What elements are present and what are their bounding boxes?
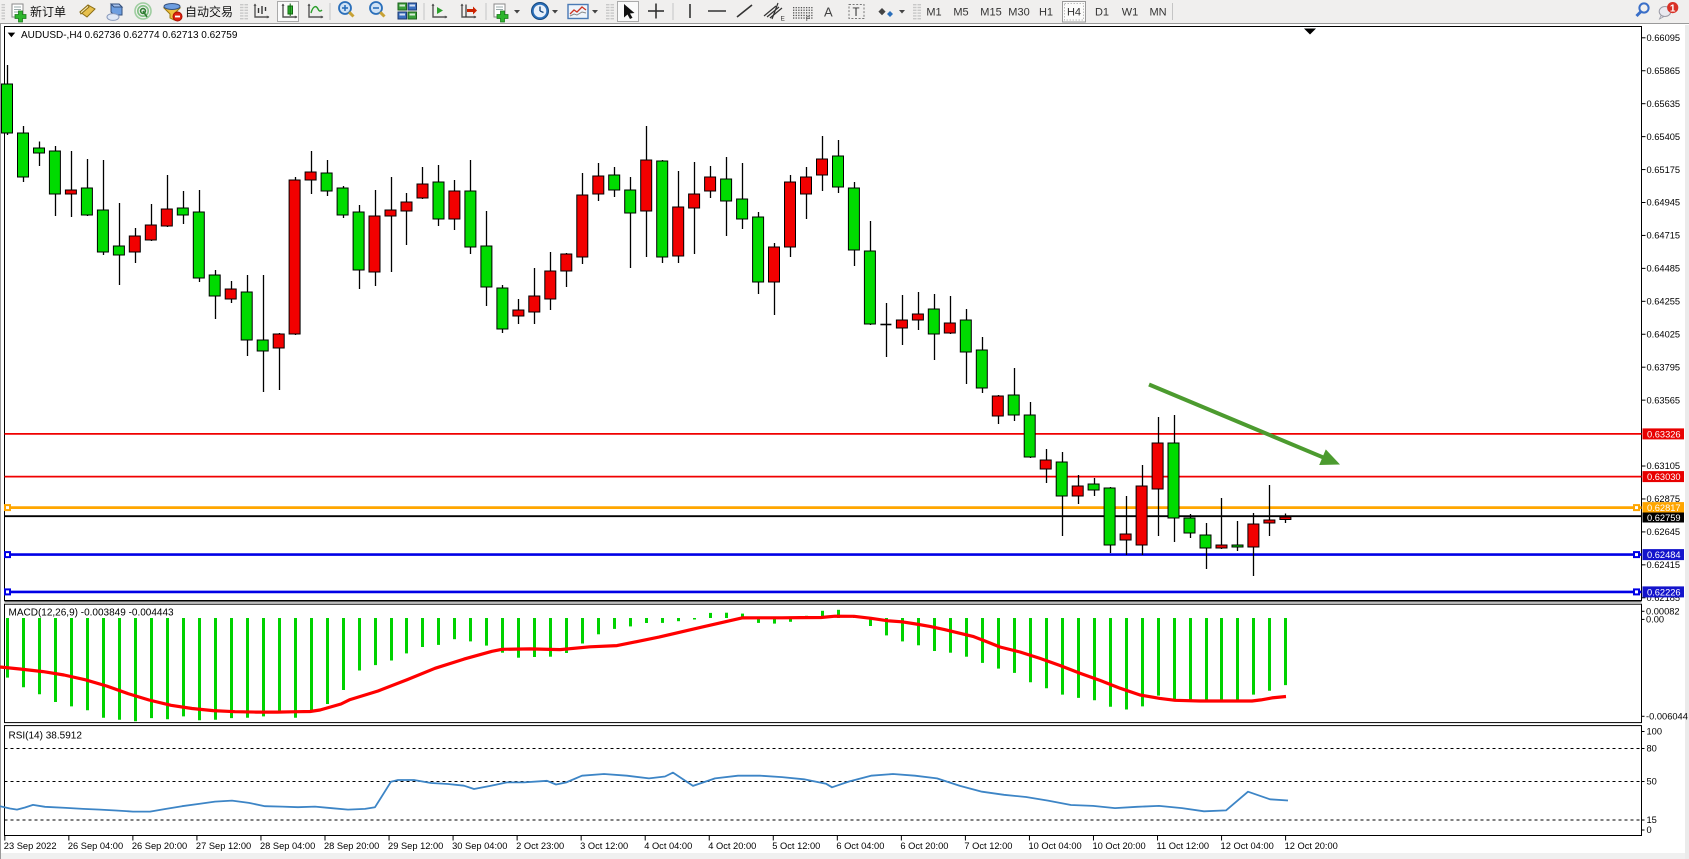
svg-text:M1: M1 [926, 7, 941, 19]
svg-text:7 Oct 12:00: 7 Oct 12:00 [964, 841, 1012, 851]
svg-text:50: 50 [1647, 777, 1657, 787]
svg-text:10 Oct 04:00: 10 Oct 04:00 [1028, 841, 1081, 851]
svg-text:W1: W1 [1122, 7, 1139, 19]
svg-text:26 Sep 04:00: 26 Sep 04:00 [68, 841, 123, 851]
svg-text:0.64255: 0.64255 [1647, 297, 1681, 307]
svg-text:MACD(12,26,9) -0.003849 -0.004: MACD(12,26,9) -0.003849 -0.004443 [9, 608, 175, 619]
svg-text:100: 100 [1647, 727, 1663, 737]
svg-text:0.66095: 0.66095 [1647, 33, 1681, 43]
svg-text:0.62185: 0.62185 [1647, 593, 1681, 603]
svg-text:26 Sep 20:00: 26 Sep 20:00 [132, 841, 187, 851]
svg-text:2 Oct 23:00: 2 Oct 23:00 [516, 841, 564, 851]
svg-text:6 Oct 20:00: 6 Oct 20:00 [900, 841, 948, 851]
svg-text:15: 15 [1647, 815, 1657, 825]
svg-text:T: T [853, 7, 860, 19]
svg-text:0.00082: 0.00082 [1646, 607, 1680, 617]
svg-text:M30: M30 [1008, 7, 1029, 19]
svg-text:新订单: 新订单 [30, 4, 66, 19]
svg-text:29 Sep 12:00: 29 Sep 12:00 [388, 841, 443, 851]
svg-text:D1: D1 [1095, 7, 1109, 19]
svg-text:0.64715: 0.64715 [1647, 231, 1681, 241]
svg-text:F: F [806, 16, 810, 23]
svg-text:0.62759: 0.62759 [1647, 513, 1681, 523]
svg-text:0.62817: 0.62817 [1647, 503, 1681, 513]
svg-text:H4: H4 [1067, 7, 1081, 19]
svg-text:0.63030: 0.63030 [1647, 472, 1681, 482]
svg-text:0.62645: 0.62645 [1647, 527, 1681, 537]
svg-text:-0.006044: -0.006044 [1646, 712, 1688, 722]
svg-text:27 Sep 12:00: 27 Sep 12:00 [196, 841, 251, 851]
svg-text:0.62875: 0.62875 [1647, 494, 1681, 504]
svg-text:0.62415: 0.62415 [1647, 560, 1681, 570]
svg-text:MN: MN [1149, 7, 1166, 19]
svg-text:12 Oct 04:00: 12 Oct 04:00 [1221, 841, 1274, 851]
svg-text:0.65635: 0.65635 [1647, 99, 1681, 109]
svg-text:30 Sep 04:00: 30 Sep 04:00 [452, 841, 507, 851]
svg-text:28 Sep 20:00: 28 Sep 20:00 [324, 841, 379, 851]
svg-text:12 Oct 20:00: 12 Oct 20:00 [1285, 841, 1338, 851]
svg-text:H1: H1 [1039, 7, 1053, 19]
svg-text:0: 0 [1647, 825, 1652, 835]
svg-text:0.64025: 0.64025 [1647, 329, 1681, 339]
svg-text:RSI(14) 38.5912: RSI(14) 38.5912 [9, 731, 83, 742]
svg-text:0.63565: 0.63565 [1647, 395, 1681, 405]
svg-text:0.65175: 0.65175 [1647, 165, 1681, 175]
svg-text:5 Oct 12:00: 5 Oct 12:00 [772, 841, 820, 851]
svg-text:0.65405: 0.65405 [1647, 132, 1681, 142]
svg-text:11 Oct 12:00: 11 Oct 12:00 [1157, 841, 1210, 851]
svg-text:E: E [781, 16, 786, 23]
svg-text:M15: M15 [980, 7, 1001, 19]
svg-text:0.62226: 0.62226 [1647, 587, 1681, 597]
svg-text:10 Oct 20:00: 10 Oct 20:00 [1092, 841, 1145, 851]
svg-text:3 Oct 12:00: 3 Oct 12:00 [580, 841, 628, 851]
svg-text:0.64945: 0.64945 [1647, 198, 1681, 208]
svg-text:AUDUSD-,H4: AUDUSD-,H4 [21, 30, 83, 41]
svg-text:M5: M5 [953, 7, 968, 19]
svg-text:1: 1 [1670, 3, 1676, 14]
svg-text:自动交易: 自动交易 [185, 4, 233, 19]
svg-text:0.65865: 0.65865 [1647, 66, 1681, 76]
svg-text:0.63795: 0.63795 [1647, 362, 1681, 372]
svg-text:0.63105: 0.63105 [1647, 461, 1681, 471]
svg-text:A: A [824, 5, 833, 20]
svg-text:0.62736 0.62774 0.62713 0.6275: 0.62736 0.62774 0.62713 0.62759 [85, 30, 238, 41]
svg-text:0.62484: 0.62484 [1647, 550, 1681, 560]
svg-text:6 Oct 04:00: 6 Oct 04:00 [836, 841, 884, 851]
svg-text:0.00: 0.00 [1646, 615, 1664, 625]
svg-text:4 Oct 20:00: 4 Oct 20:00 [708, 841, 756, 851]
svg-text:0.63326: 0.63326 [1647, 429, 1681, 439]
svg-text:4 Oct 04:00: 4 Oct 04:00 [644, 841, 692, 851]
svg-text:28 Sep 04:00: 28 Sep 04:00 [260, 841, 315, 851]
svg-text:23 Sep 2022: 23 Sep 2022 [4, 841, 57, 851]
svg-text:0.64485: 0.64485 [1647, 264, 1681, 274]
svg-text:80: 80 [1647, 744, 1657, 754]
